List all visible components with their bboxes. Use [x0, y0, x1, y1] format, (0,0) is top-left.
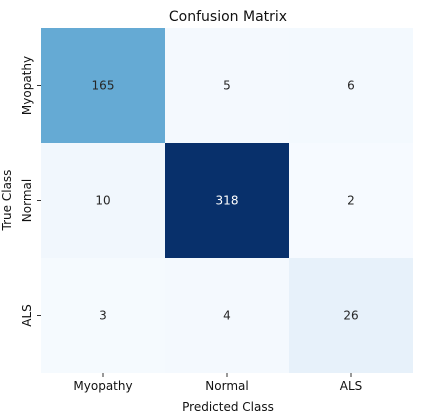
cell-value-label: 4 [223, 309, 231, 323]
cell-value-label: 165 [92, 79, 115, 93]
cell-value-label: 318 [216, 194, 239, 208]
x-tick-label: ALS [340, 379, 363, 393]
y-tick-label: ALS [20, 304, 34, 327]
cell-value-label: 5 [223, 79, 231, 93]
heatmap-cell [41, 258, 165, 373]
chart-title: Confusion Matrix [169, 9, 287, 25]
y-tick-label: Normal [20, 179, 34, 222]
cell-value-labels: 165 5 6 10 318 2 3 4 26 [92, 79, 359, 323]
cell-value-label: 3 [99, 309, 107, 323]
heatmap-cell [165, 28, 289, 143]
heatmap-cell [41, 143, 165, 258]
cell-value-label: 26 [343, 309, 358, 323]
heatmap-cell [165, 143, 289, 258]
x-axis-ticks: Myopathy Normal ALS [73, 373, 362, 393]
heatmap-cell [41, 28, 165, 143]
x-tick-label: Normal [205, 379, 248, 393]
x-axis-label: Predicted Class [182, 400, 274, 414]
cell-value-label: 2 [347, 194, 355, 208]
y-axis-ticks: Myopathy Normal ALS [20, 56, 41, 327]
heatmap-cell [289, 28, 413, 143]
heatmap-cell [289, 143, 413, 258]
cell-value-label: 6 [347, 79, 355, 93]
y-axis-label: True Class [0, 170, 14, 232]
heatmap-cell [165, 258, 289, 373]
y-tick-label: Myopathy [20, 56, 34, 115]
heatmap-cell [289, 258, 413, 373]
heatmap-cells [41, 28, 413, 373]
x-tick-label: Myopathy [73, 379, 132, 393]
cell-value-label: 10 [95, 194, 110, 208]
